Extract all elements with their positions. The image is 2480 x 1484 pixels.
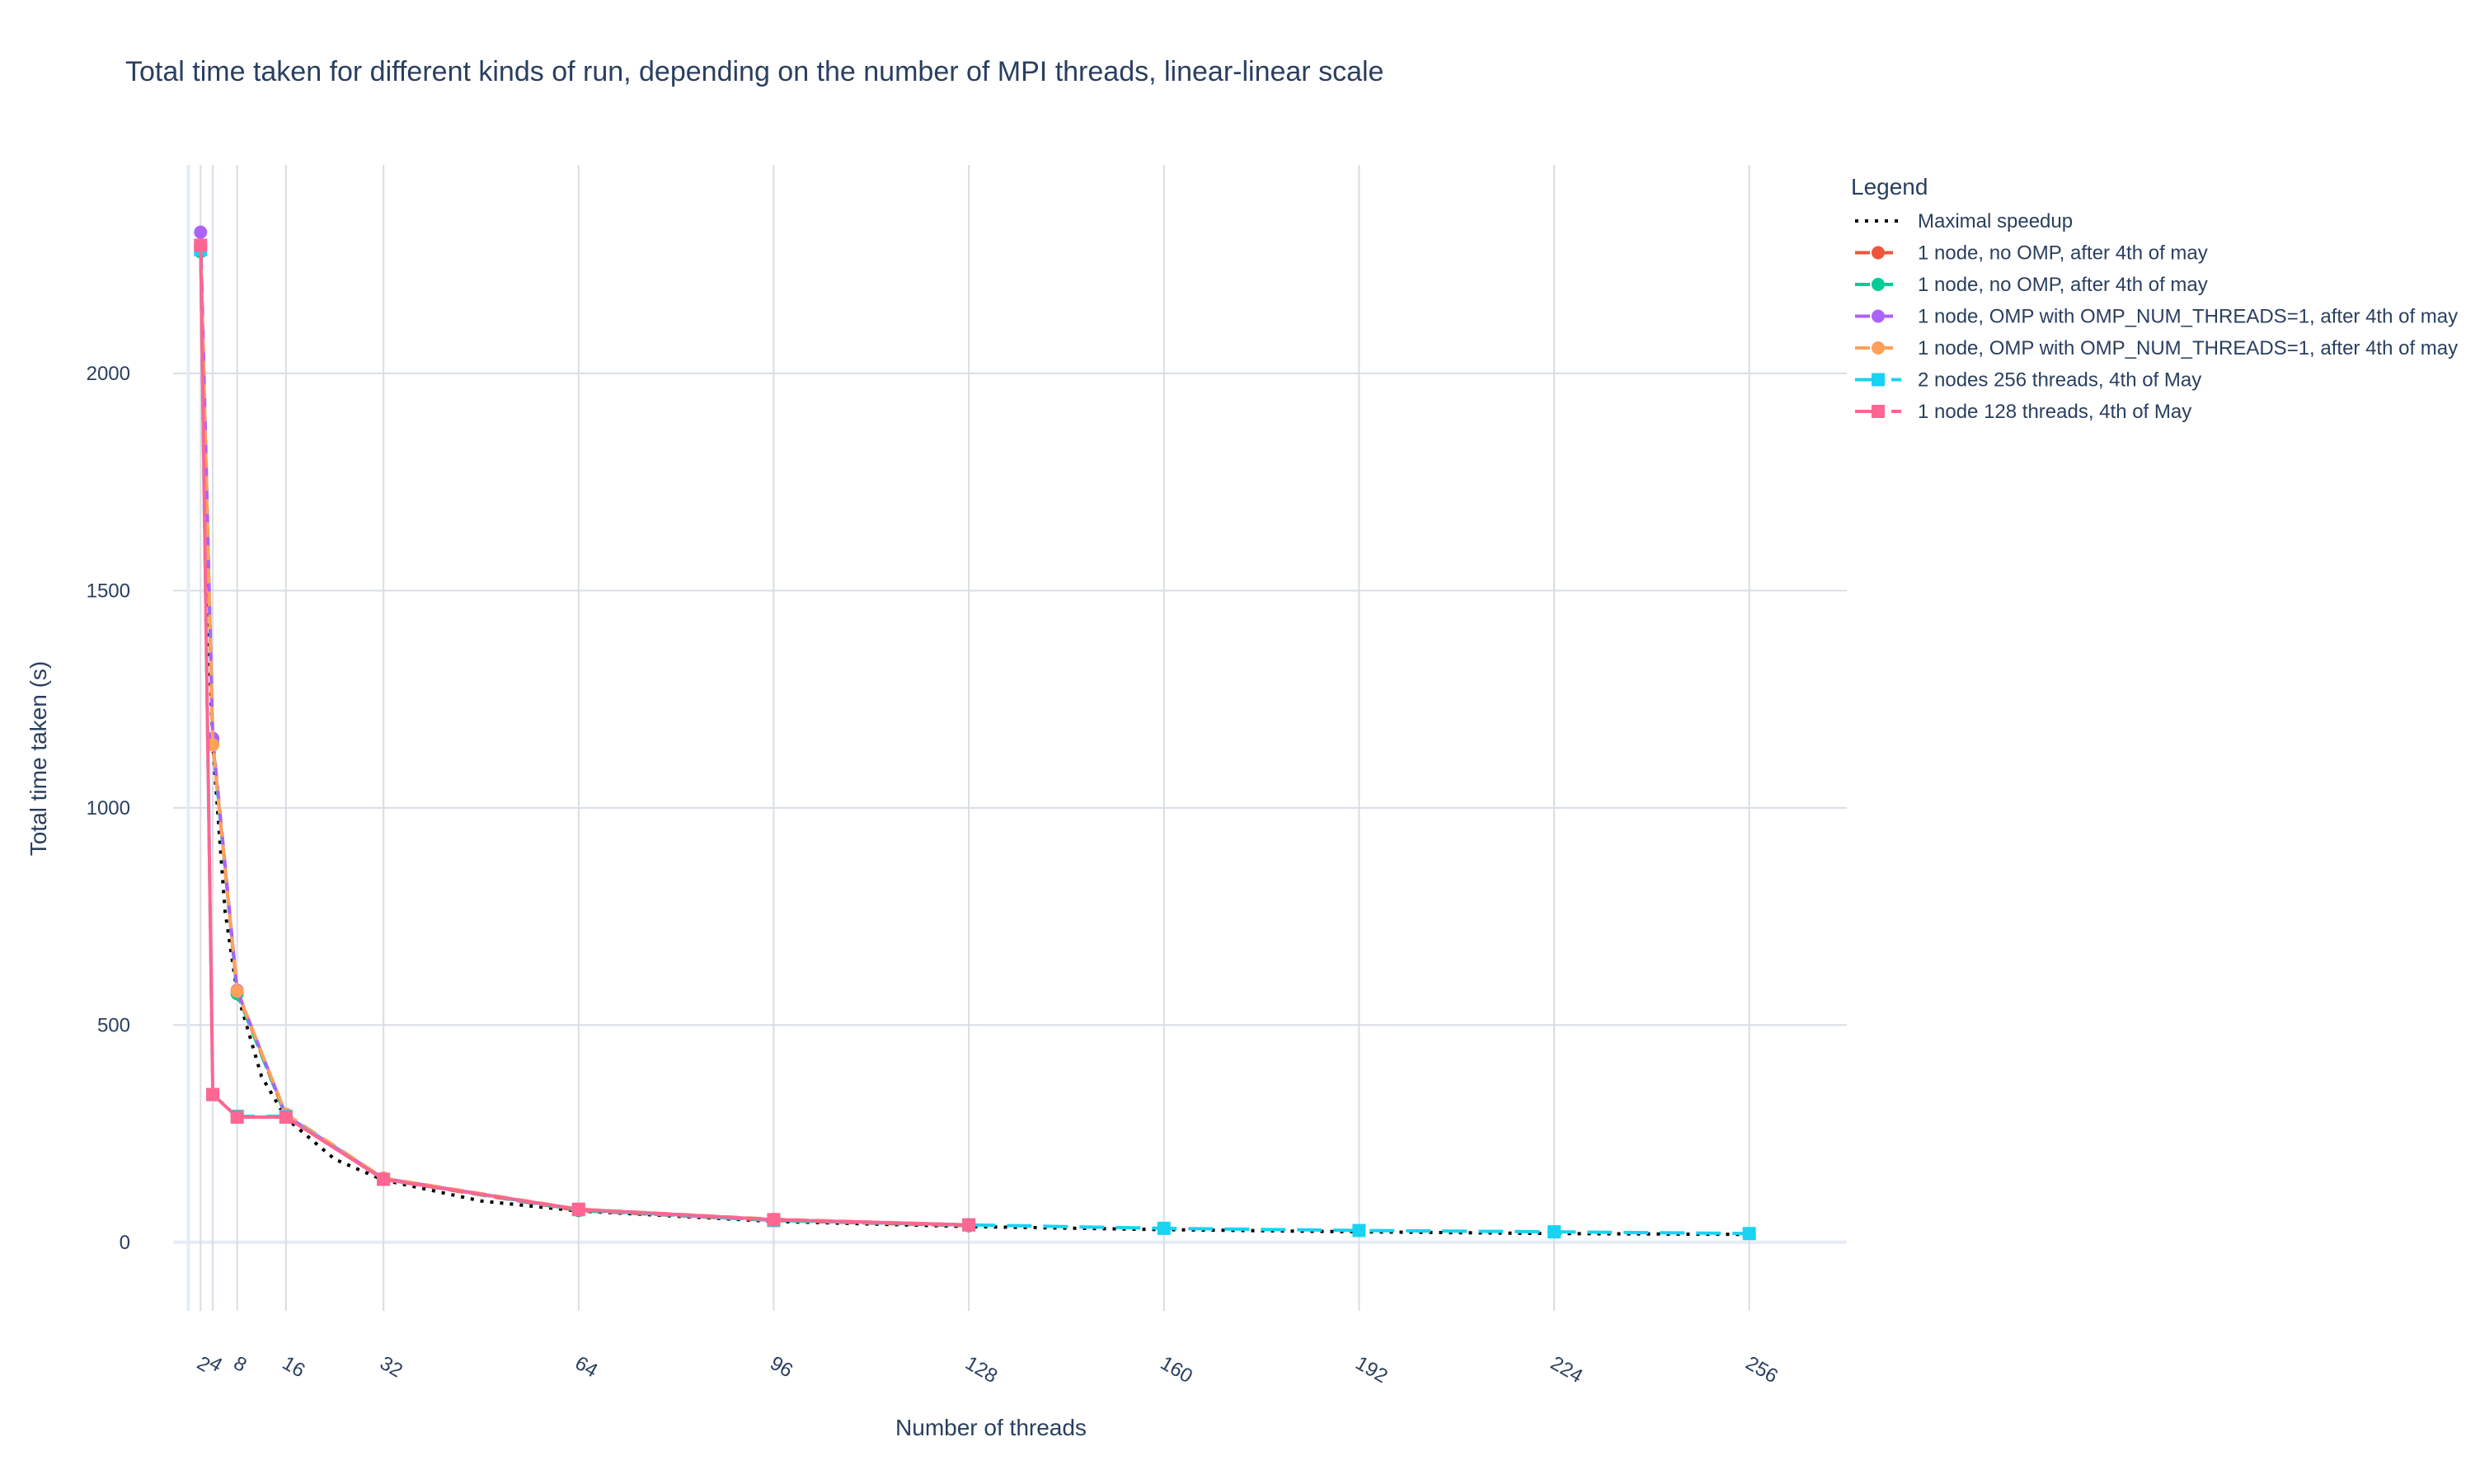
x-tick-label: 32	[376, 1352, 406, 1383]
legend-item-2[interactable]: 1 node, no OMP, after 4th of may	[1855, 242, 2208, 265]
x-tick-label: 128	[961, 1352, 1001, 1388]
legend-swatch-marker	[1872, 309, 1885, 323]
series-7	[194, 238, 976, 1232]
data-point	[279, 1111, 293, 1125]
legend-item-1[interactable]: Maximal speedup	[1855, 210, 2073, 232]
y-tick-label: 1500	[87, 580, 130, 602]
legend-swatch-marker	[1872, 405, 1885, 418]
legend-label: 1 node, OMP with OMP_NUM_THREADS=1, afte…	[1918, 306, 2458, 328]
series-line	[199, 251, 970, 1228]
y-tick-label: 1000	[87, 797, 130, 819]
legend-swatch-marker	[1872, 373, 1885, 387]
x-tick-label: 8	[230, 1352, 251, 1377]
legend-swatch-marker	[1872, 341, 1885, 355]
data-point	[1742, 1227, 1756, 1241]
y-tick-label: 500	[97, 1014, 130, 1036]
x-tick-label: 256	[1742, 1352, 1782, 1388]
legend[interactable]: Legend Maximal speedup 1 node, no OMP, af…	[1851, 174, 2458, 423]
data-point	[230, 1111, 244, 1125]
series-2	[194, 241, 976, 1233]
series-line	[199, 247, 1750, 1237]
legend-label: 1 node 128 threads, 4th of May	[1918, 401, 2191, 423]
series-line	[199, 249, 1750, 1236]
data-point	[230, 984, 244, 998]
x-axis-ticks: 24 8 16 32 64 96 128 160 192 224 256	[193, 1352, 1782, 1388]
y-tick-label: 0	[120, 1232, 130, 1254]
x-axis-title: Number of threads	[895, 1415, 1087, 1440]
legend-swatch-marker	[1872, 246, 1885, 260]
series-5	[194, 238, 976, 1232]
grid	[173, 165, 1847, 1311]
legend-item-7[interactable]: 1 node 128 threads, 4th of May	[1855, 401, 2191, 423]
x-tick-label: 160	[1157, 1352, 1196, 1388]
chart-title: Total time taken for different kinds of …	[125, 56, 1383, 87]
data-point	[1157, 1221, 1171, 1235]
legend-label: 1 node, no OMP, after 4th of may	[1918, 242, 2208, 265]
series-line	[199, 247, 970, 1228]
data-point	[194, 238, 208, 252]
x-tick-label: 192	[1351, 1352, 1391, 1388]
data-point	[377, 1172, 391, 1186]
series-1	[199, 247, 1750, 1237]
x-tick-label: 16	[279, 1352, 309, 1383]
legend-item-4[interactable]: 1 node, OMP with OMP_NUM_THREADS=1, afte…	[1855, 306, 2458, 328]
legend-label: Maximal speedup	[1918, 210, 2073, 232]
series-4	[194, 225, 976, 1232]
y-axis-ticks: 0 500 1000 1500 2000	[87, 363, 130, 1254]
series-line	[199, 232, 970, 1227]
x-tick-label: 224	[1547, 1352, 1586, 1388]
series-line	[199, 245, 970, 1227]
data-point	[767, 1213, 781, 1227]
legend-swatch-marker	[1872, 278, 1885, 291]
x-tick-label: 96	[766, 1352, 796, 1383]
legend-title: Legend	[1851, 174, 1928, 200]
data-point	[1548, 1225, 1562, 1239]
legend-label: 1 node, OMP with OMP_NUM_THREADS=1, afte…	[1918, 337, 2458, 359]
data-point	[194, 225, 208, 239]
y-tick-label: 2000	[87, 363, 130, 385]
legend-item-5[interactable]: 1 node, OMP with OMP_NUM_THREADS=1, afte…	[1855, 337, 2458, 359]
data-point	[1352, 1223, 1366, 1237]
series-layer	[194, 225, 1756, 1241]
legend-label: 2 nodes 256 threads, 4th of May	[1918, 369, 2201, 392]
y-axis-title: Total time taken (s)	[26, 661, 51, 857]
series-3	[194, 245, 976, 1233]
x-tick-label: 64	[571, 1352, 602, 1383]
data-point	[206, 738, 220, 752]
data-point	[206, 1087, 220, 1101]
data-point	[571, 1202, 585, 1216]
data-point	[962, 1218, 976, 1232]
series-line	[199, 245, 970, 1227]
legend-item-3[interactable]: 1 node, no OMP, after 4th of may	[1855, 274, 2208, 296]
legend-item-6[interactable]: 2 nodes 256 threads, 4th of May	[1855, 369, 2201, 392]
series-6	[194, 242, 1756, 1241]
legend-label: 1 node, no OMP, after 4th of may	[1918, 274, 2208, 296]
